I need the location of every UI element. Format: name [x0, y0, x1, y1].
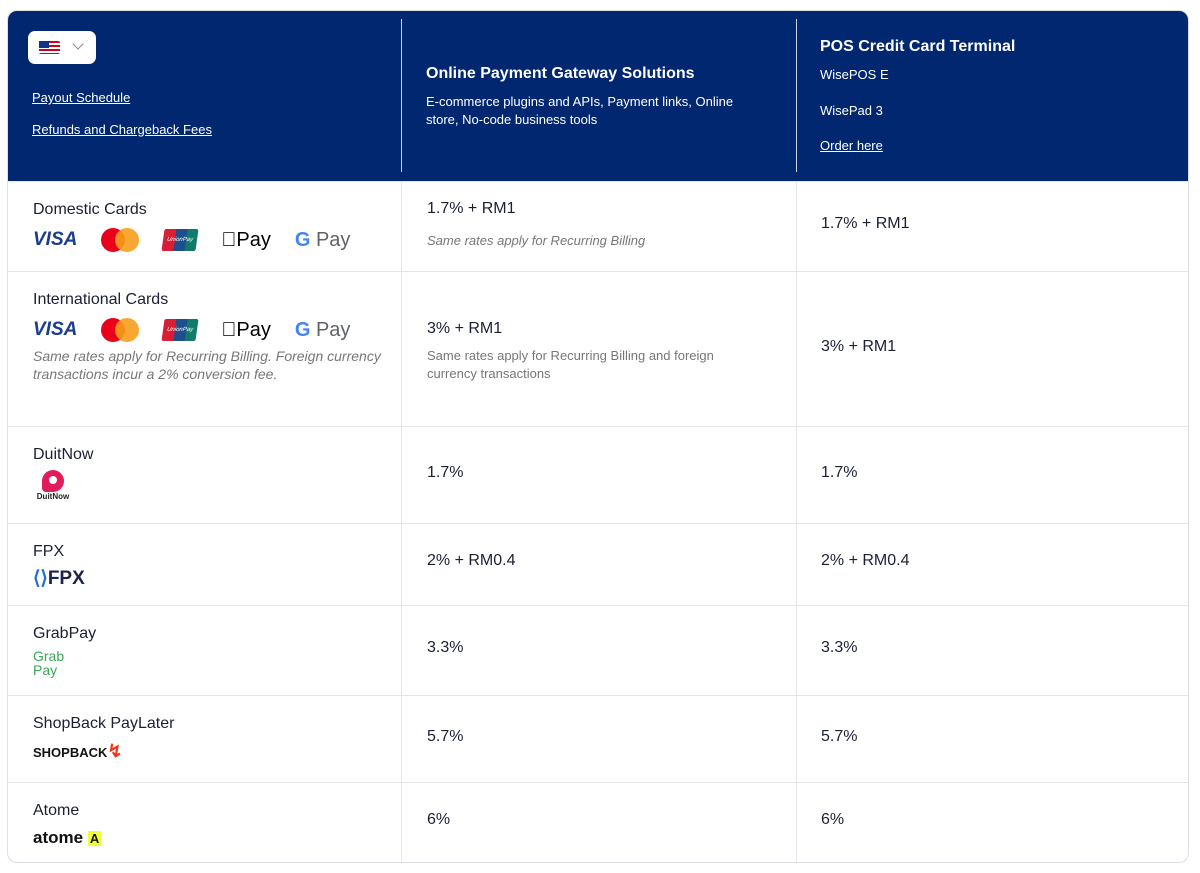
- mastercard-logo-icon: [101, 228, 140, 252]
- online-rate: 3.3%: [427, 639, 464, 656]
- online-rate: 1.7%: [427, 464, 464, 481]
- unionpay-logo-icon: UnionPay: [161, 229, 199, 251]
- method-name: Atome: [33, 802, 80, 819]
- google-pay-logo-icon: G Pay: [279, 228, 351, 251]
- malaysia-flag-icon: [39, 41, 60, 54]
- order-here-link[interactable]: Order here: [820, 138, 883, 153]
- online-rate: 2% + RM0.4: [427, 552, 516, 569]
- pos-rate: 1.7% + RM1: [821, 215, 910, 232]
- table-row: GrabPay Grab Pay 3.3% 3.3%: [8, 605, 1188, 696]
- online-note: Same rates apply for Recurring Billing a…: [427, 348, 714, 381]
- online-gateway-title: Online Payment Gateway Solutions: [426, 65, 695, 82]
- chevron-down-icon: [72, 38, 84, 50]
- mastercard-logo-icon: [101, 318, 140, 342]
- method-name: International Cards: [33, 291, 169, 308]
- visa-logo-icon: VISA: [33, 229, 78, 250]
- card-logos: VISA UnionPay Pay G Pay: [33, 315, 381, 345]
- method-name: GrabPay: [33, 625, 97, 642]
- method-name: ShopBack PayLater: [33, 715, 175, 732]
- table-row: Atome atome A 6% 6%: [8, 782, 1188, 862]
- pos-rate: 2% + RM0.4: [821, 552, 910, 569]
- online-rate: 5.7%: [427, 728, 464, 745]
- online-rate: 3% + RM1: [427, 320, 503, 337]
- grabpay-logo-icon: Grab Pay: [33, 648, 65, 678]
- fpx-logo-icon: ⟨⟩FPX: [33, 568, 85, 589]
- pos-terminal-title: POS Credit Card Terminal: [820, 38, 1016, 55]
- table-row: International Cards VISA UnionPay Pay G…: [8, 271, 1188, 427]
- visa-logo-icon: VISA: [33, 319, 78, 340]
- pricing-table: Payout Schedule Refunds and Chargeback F…: [7, 10, 1189, 863]
- google-pay-logo-icon: G Pay: [279, 318, 351, 341]
- pos-rate: 1.7%: [821, 464, 858, 481]
- country-selector[interactable]: [28, 31, 96, 64]
- divider: [401, 19, 402, 172]
- shopback-logo-icon: SHOPBACK↯: [33, 741, 123, 761]
- table-row: FPX ⟨⟩FPX 2% + RM0.4 2% + RM0.4: [8, 523, 1188, 606]
- payout-schedule-link[interactable]: Payout Schedule: [32, 90, 131, 105]
- card-logos: VISA UnionPay Pay G Pay: [33, 225, 401, 255]
- divider: [796, 19, 797, 172]
- method-name: DuitNow: [33, 446, 94, 463]
- pos-rate: 3.3%: [821, 639, 858, 656]
- apple-pay-logo-icon: Pay: [221, 228, 270, 251]
- table-row: ShopBack PayLater SHOPBACK↯ 5.7% 5.7%: [8, 695, 1188, 783]
- atome-logo-icon: atome A: [33, 828, 102, 847]
- table-row: DuitNow DuitNow 1.7% 1.7%: [8, 426, 1188, 524]
- online-rate: 1.7% + RM1: [427, 200, 516, 217]
- pos-item: WisePad 3: [820, 103, 883, 118]
- duitnow-logo-icon: DuitNow: [33, 470, 73, 501]
- online-gateway-subtitle: E-commerce plugins and APIs, Payment lin…: [426, 94, 734, 127]
- online-rate: 6%: [427, 811, 451, 828]
- method-note: Same rates apply for Recurring Billing. …: [33, 348, 381, 382]
- pos-rate: 3% + RM1: [821, 338, 897, 355]
- unionpay-logo-icon: UnionPay: [161, 319, 199, 341]
- apple-pay-logo-icon: Pay: [221, 318, 270, 341]
- pos-rate: 6%: [821, 811, 845, 828]
- table-header: Payout Schedule Refunds and Chargeback F…: [8, 11, 1188, 181]
- pos-item: WisePOS E: [820, 67, 889, 82]
- method-name: Domestic Cards: [33, 201, 147, 218]
- pos-rate: 5.7%: [821, 728, 858, 745]
- method-name: FPX: [33, 543, 65, 560]
- refunds-chargeback-link[interactable]: Refunds and Chargeback Fees: [32, 122, 212, 137]
- online-note: Same rates apply for Recurring Billing: [427, 233, 646, 248]
- table-row: Domestic Cards VISA UnionPay Pay G Pay …: [8, 181, 1188, 272]
